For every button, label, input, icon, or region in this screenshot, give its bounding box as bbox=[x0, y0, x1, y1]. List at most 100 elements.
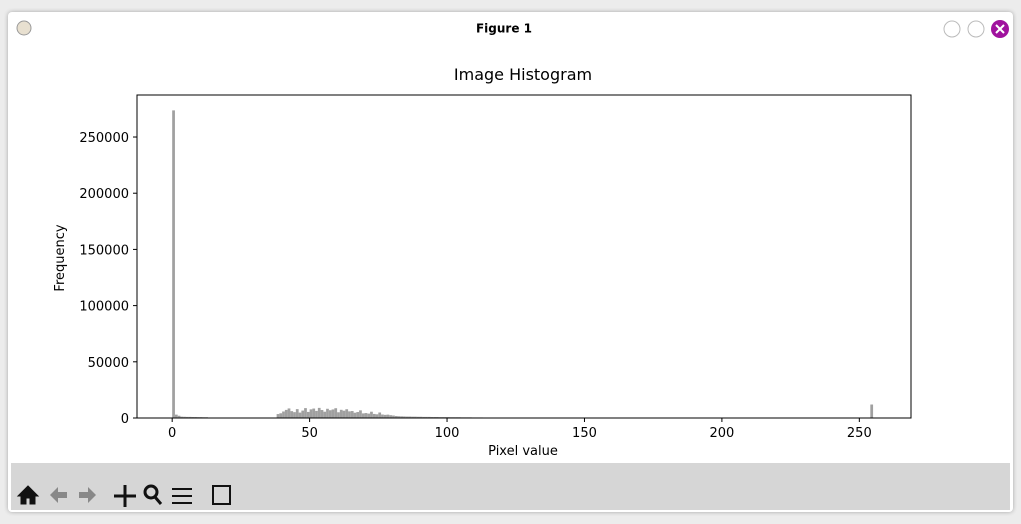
bar bbox=[282, 411, 285, 418]
y-tick-label: 0 bbox=[121, 412, 129, 427]
bar bbox=[177, 415, 181, 418]
bar bbox=[411, 416, 415, 418]
zoom-button[interactable] bbox=[143, 484, 159, 500]
bar bbox=[323, 411, 327, 418]
app-icon bbox=[16, 20, 32, 36]
bar bbox=[425, 416, 428, 418]
bar bbox=[348, 411, 351, 418]
x-axis-label: Pixel value bbox=[488, 444, 558, 459]
bar bbox=[342, 410, 346, 418]
bar bbox=[378, 412, 382, 418]
bar bbox=[339, 409, 343, 418]
bar bbox=[361, 413, 365, 418]
bar bbox=[188, 416, 192, 418]
x-tick-label: 250 bbox=[847, 426, 872, 441]
bar bbox=[317, 407, 321, 418]
x-tick-label: 0 bbox=[168, 426, 176, 441]
bar bbox=[180, 416, 184, 418]
y-tick-label: 100000 bbox=[79, 300, 129, 315]
bar bbox=[183, 416, 186, 418]
bar bbox=[433, 416, 437, 418]
bar bbox=[304, 408, 307, 418]
bar bbox=[320, 410, 324, 418]
bar bbox=[400, 416, 404, 418]
bar bbox=[290, 411, 294, 418]
bar bbox=[397, 416, 401, 418]
bar bbox=[381, 414, 384, 418]
bar bbox=[306, 411, 310, 418]
close-icon bbox=[995, 24, 1005, 34]
bar bbox=[364, 413, 368, 418]
bar bbox=[353, 412, 357, 418]
bar bbox=[295, 409, 299, 418]
bar bbox=[414, 416, 417, 418]
bar bbox=[331, 409, 335, 418]
bar bbox=[337, 412, 340, 418]
bar bbox=[430, 416, 434, 418]
bar bbox=[394, 415, 398, 418]
bar bbox=[191, 416, 195, 418]
bar bbox=[427, 416, 431, 418]
figure: Figure 1 0 50 100 150 200 250 0 50000 100000 1500… bbox=[11, 20, 1010, 510]
bar bbox=[870, 404, 874, 418]
bar bbox=[389, 415, 393, 418]
bar bbox=[287, 408, 291, 418]
y-tick-label: 250000 bbox=[79, 131, 129, 146]
bar bbox=[194, 416, 197, 418]
bar bbox=[298, 412, 302, 418]
bar bbox=[279, 413, 283, 418]
y-tick-label: 200000 bbox=[79, 187, 129, 202]
bar bbox=[383, 414, 387, 418]
bar bbox=[416, 416, 420, 418]
bar bbox=[293, 412, 296, 418]
y-tick-label: 50000 bbox=[88, 356, 129, 371]
bar bbox=[403, 416, 406, 418]
bar bbox=[326, 408, 329, 418]
bar bbox=[436, 416, 439, 418]
bar bbox=[422, 416, 426, 418]
bar bbox=[345, 409, 349, 418]
axes-frame bbox=[136, 94, 912, 419]
bar bbox=[370, 411, 373, 418]
bar bbox=[284, 409, 288, 418]
configure-button[interactable] bbox=[172, 488, 192, 504]
forward-button[interactable] bbox=[79, 487, 96, 503]
bar bbox=[174, 414, 178, 418]
bar bbox=[419, 416, 423, 418]
chart-title: Image Histogram bbox=[454, 65, 592, 84]
y-tick-label: 150000 bbox=[79, 243, 129, 258]
bar bbox=[356, 412, 360, 418]
window-title: Figure 1 bbox=[476, 22, 532, 36]
bar bbox=[185, 416, 189, 418]
bar bbox=[334, 408, 338, 418]
maximize-button[interactable] bbox=[967, 20, 985, 38]
save-button[interactable] bbox=[212, 485, 231, 505]
y-axis-label: Frequency bbox=[53, 224, 68, 291]
window: Figure 1 0 50 100 150 200 250 0 50000 100000 1500… bbox=[8, 12, 1013, 512]
pan-button[interactable] bbox=[114, 485, 136, 507]
bar bbox=[372, 413, 376, 418]
back-button[interactable] bbox=[50, 487, 67, 503]
bar bbox=[312, 408, 316, 418]
bar bbox=[350, 411, 354, 418]
x-tick-label: 200 bbox=[709, 426, 734, 441]
bar bbox=[315, 410, 318, 418]
bar bbox=[375, 414, 379, 418]
bar bbox=[392, 415, 395, 418]
home-button[interactable] bbox=[16, 485, 40, 505]
bar bbox=[328, 410, 332, 418]
x-tick-label: 100 bbox=[435, 426, 460, 441]
bar bbox=[405, 416, 409, 418]
bar bbox=[386, 414, 390, 418]
x-tick-label: 50 bbox=[301, 426, 318, 441]
x-tick-label: 150 bbox=[572, 426, 597, 441]
bar bbox=[309, 409, 313, 418]
bar bbox=[172, 110, 175, 418]
bar bbox=[408, 416, 412, 418]
bar bbox=[367, 413, 371, 418]
bar bbox=[301, 410, 305, 418]
minimize-button[interactable] bbox=[943, 20, 961, 38]
bar bbox=[359, 410, 362, 418]
bar bbox=[276, 414, 280, 418]
